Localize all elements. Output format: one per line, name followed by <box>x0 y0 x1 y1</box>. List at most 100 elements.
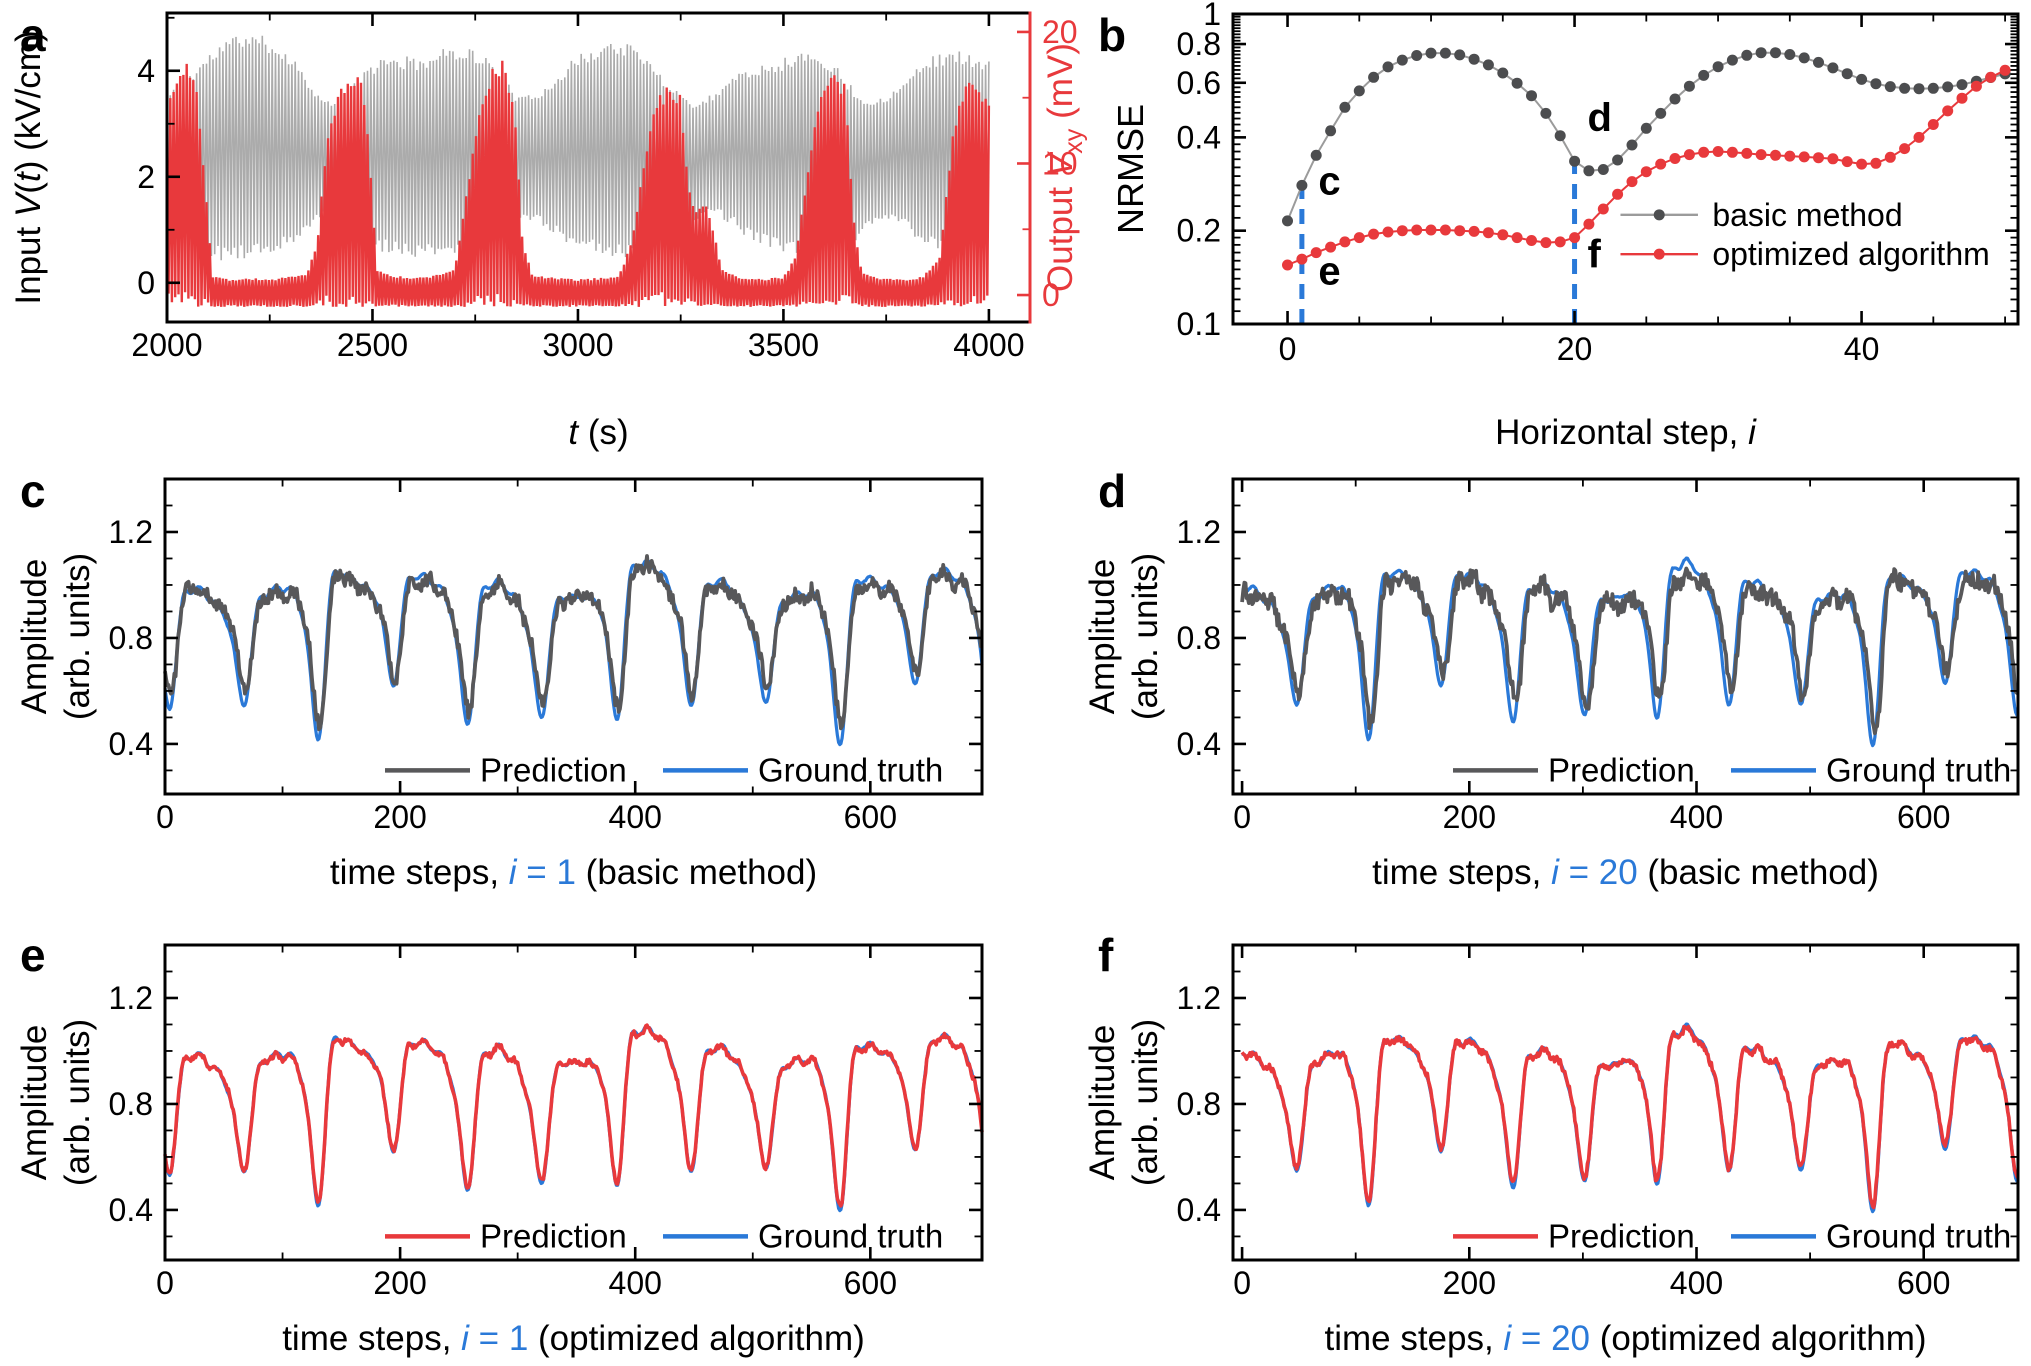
series-optimized-algorithm <box>1282 64 2011 271</box>
basic-method-marker <box>1899 82 1911 94</box>
y-tick-label: 10 <box>1042 145 1078 181</box>
panel-letter-a: a <box>20 9 46 61</box>
x-axis-label-a: t (s) <box>568 413 628 452</box>
basic-method-marker <box>1569 155 1581 167</box>
basic-method-marker <box>1368 71 1380 83</box>
basic-method-marker <box>1884 81 1896 93</box>
legend-e: Prediction Ground truth <box>385 1217 943 1254</box>
annotation-letter-d: d <box>1587 96 1611 140</box>
basic-method-marker <box>1913 83 1925 95</box>
legend-label: optimized algorithm <box>1712 236 1989 272</box>
optimized-algorithm-marker <box>1425 224 1437 236</box>
optimized-algorithm-marker <box>1712 146 1724 157</box>
x-tick-label: 20 <box>1557 331 1593 367</box>
legend-label: Prediction <box>1548 1217 1695 1254</box>
legend-item-Prediction: Prediction <box>1453 751 1695 788</box>
basic-method-marker <box>1597 164 1609 175</box>
y-tick-label: 0.8 <box>109 1086 153 1122</box>
basic-method-marker <box>1726 54 1738 66</box>
legend-item-Prediction: Prediction <box>385 751 627 788</box>
optimized-algorithm-marker <box>1985 71 1997 83</box>
legend-item-optimized-algorithm: optimized algorithm <box>1620 236 1990 272</box>
basic-method-marker <box>1540 107 1552 119</box>
optimized-algorithm-marker <box>1626 176 1638 188</box>
optimized-algorithm-marker <box>1511 232 1523 244</box>
basic-method-marker <box>1841 68 1853 80</box>
optimized-algorithm-marker <box>1913 131 1925 143</box>
prediction-path-e <box>163 1023 984 1208</box>
x-tick-label: 3500 <box>748 327 819 363</box>
x-tick-label: 600 <box>1897 1265 1950 1301</box>
basic-method-marker <box>1454 49 1466 61</box>
legend-item-Prediction: Prediction <box>385 1217 627 1254</box>
y-tick-label: 1.2 <box>109 980 153 1016</box>
basic-method-marker <box>1784 49 1796 60</box>
x-tick-label: 400 <box>1670 1265 1723 1301</box>
input-signal-path <box>166 35 990 261</box>
y-tick-label: 4 <box>137 53 155 89</box>
legend-label: Prediction <box>480 751 627 788</box>
y-tick-label: 1.2 <box>1177 514 1221 550</box>
series-basic-method <box>1282 47 2011 227</box>
legend-label: Prediction <box>480 1217 627 1254</box>
basic-method-marker <box>1927 82 1939 94</box>
y-tick-label: 0 <box>1042 277 1060 313</box>
optimized-algorithm-marker <box>1770 149 1781 161</box>
y-axis-label-a-left: Input V(t) (kV/cm) <box>9 30 48 304</box>
panel-letter-e: e <box>20 929 46 981</box>
optimized-algorithm-marker <box>1597 203 1609 215</box>
x-tick-label: 200 <box>1443 799 1496 835</box>
y-tick-label: 0.8 <box>1177 620 1221 656</box>
optimized-algorithm-marker <box>1569 232 1581 244</box>
basic-method-marker <box>1497 67 1509 79</box>
y-tick-label: 0.4 <box>1177 726 1221 762</box>
x-tick-label: 600 <box>844 1265 897 1301</box>
x-tick-label: 200 <box>373 799 426 835</box>
optimized-algorithm-marker <box>1497 229 1509 241</box>
optimized-algorithm-marker <box>1970 80 1982 92</box>
basic-method-marker <box>1511 77 1523 89</box>
legend-item-Ground-truth: Ground truth <box>663 751 943 788</box>
prediction-path-c <box>163 554 983 732</box>
basic-method-marker <box>1310 149 1322 161</box>
legend-item-Prediction: Prediction <box>1453 1217 1695 1254</box>
optimized-algorithm-marker <box>1282 259 1293 271</box>
x-tick-label: 400 <box>1670 799 1723 835</box>
basic-method-marker <box>1712 61 1724 73</box>
basic-method-marker <box>1296 179 1308 191</box>
optimized-algorithm-marker <box>1813 152 1824 164</box>
basic-method-marker <box>1612 154 1624 166</box>
y-tick-label: 0 <box>137 265 155 301</box>
panel-a-plot: 2000 2500 3000 3500 4000 0 2 4 0 10 20 t (s) Input V… <box>9 11 1088 452</box>
basic-method-marker <box>1583 165 1595 177</box>
annotation-letter-e: e <box>1318 250 1340 294</box>
legend-item-Ground-truth: Ground truth <box>1731 1217 2011 1254</box>
y-tick-label: 0.4 <box>109 726 153 762</box>
basic-method-marker <box>1439 47 1451 59</box>
optimized-algorithm-marker <box>1726 146 1738 158</box>
optimized-algorithm-marker <box>1870 157 1882 169</box>
legend-label: Ground truth <box>1826 1217 2011 1254</box>
optimized-algorithm-marker <box>1999 64 2011 76</box>
y-axis-label-f-line2: (arb. units) <box>1126 1019 1165 1186</box>
y-tick-label: 0.6 <box>1177 65 1221 101</box>
x-tick-label: 400 <box>609 799 662 835</box>
basic-method-line <box>1286 51 2006 222</box>
basic-method-marker <box>1870 78 1882 90</box>
y-tick-label: 20 <box>1042 14 1078 50</box>
basic-method-marker <box>1798 52 1810 64</box>
basic-method-marker <box>1482 59 1494 71</box>
optimized-algorithm-marker <box>1396 225 1408 237</box>
optimized-algorithm-marker <box>1411 224 1423 236</box>
panel-f-plot: 0 200 400 600 0.4 0.8 1.2 time steps, i = 20 (o… <box>1083 943 2020 1358</box>
legend-d: Prediction Ground truth <box>1453 751 2011 788</box>
optimized-algorithm-marker <box>1884 151 1896 163</box>
basic-method-marker <box>1554 130 1566 142</box>
prediction-path-d <box>1240 566 2019 736</box>
y-axis-label-d-line2: (arb. units) <box>1126 553 1165 720</box>
y-axis-label-b: NRMSE <box>1110 104 1151 234</box>
optimized-algorithm-marker <box>1439 224 1451 236</box>
optimized-algorithm-marker <box>1612 188 1624 200</box>
x-tick-label: 0 <box>156 799 174 835</box>
